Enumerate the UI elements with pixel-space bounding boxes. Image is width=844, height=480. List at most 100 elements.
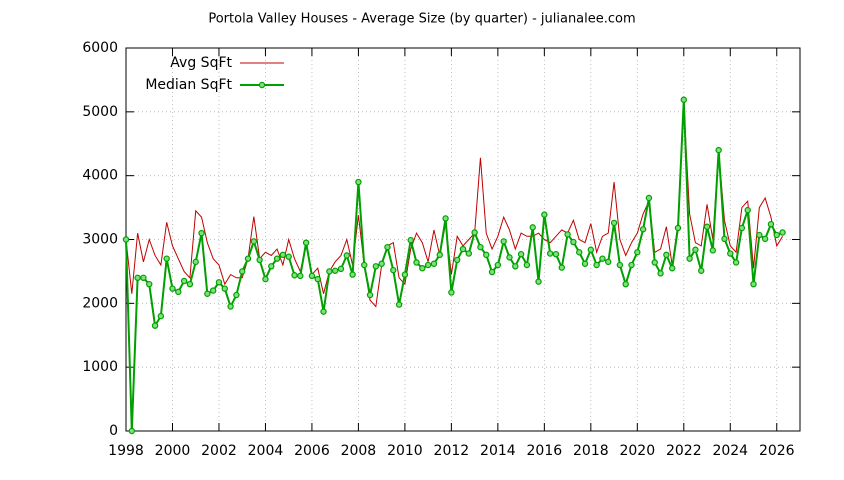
point [157, 312, 165, 320]
point [459, 245, 467, 253]
point [384, 243, 391, 251]
point [738, 224, 746, 232]
y-tick-label: 0 [109, 423, 118, 439]
point [779, 229, 786, 236]
point [413, 259, 420, 266]
x-tick-label: 1998 [108, 443, 144, 459]
legend-label: Avg SqFt [170, 55, 232, 71]
point [506, 254, 513, 261]
point [616, 261, 624, 269]
y-tick-label: 5000 [82, 104, 118, 120]
point [244, 255, 252, 262]
point [273, 255, 281, 262]
point [221, 285, 228, 292]
point [239, 268, 246, 275]
point [622, 280, 629, 288]
point [395, 301, 403, 308]
point [180, 277, 188, 285]
point [634, 249, 641, 256]
point [192, 258, 199, 266]
y-tick-label: 1000 [82, 359, 118, 375]
point [756, 231, 763, 239]
point [744, 206, 751, 214]
point [523, 261, 531, 269]
legend-marker [258, 81, 266, 89]
point [169, 285, 176, 292]
series-line [125, 99, 783, 432]
point [424, 261, 432, 269]
point [227, 303, 234, 310]
point [401, 271, 409, 278]
point [250, 238, 258, 245]
point [453, 256, 461, 264]
point [175, 288, 182, 296]
point [291, 272, 298, 279]
point [698, 267, 705, 274]
point [663, 251, 670, 259]
point [639, 226, 647, 233]
point [674, 224, 682, 232]
point [750, 280, 757, 288]
point [512, 263, 519, 270]
x-tick-label: 2006 [294, 443, 330, 459]
point [186, 280, 194, 288]
point [448, 289, 455, 296]
point [163, 255, 170, 262]
point [331, 267, 339, 274]
point [233, 291, 240, 299]
point [122, 236, 130, 243]
point [605, 258, 612, 266]
point [366, 291, 374, 299]
point [651, 259, 658, 266]
y-tick-label: 4000 [82, 168, 118, 184]
legend-label: Median SqFt [145, 77, 232, 93]
point [535, 278, 542, 285]
x-tick-label: 2022 [666, 443, 702, 459]
point [407, 236, 414, 244]
x-tick-label: 2014 [480, 443, 516, 459]
point [686, 255, 693, 262]
point [204, 290, 211, 297]
point [680, 96, 687, 103]
point [128, 427, 136, 435]
point [442, 215, 449, 222]
point [268, 263, 275, 270]
point [703, 223, 711, 230]
point [262, 275, 269, 283]
x-tick-label: 2002 [201, 443, 237, 459]
x-tick-label: 2026 [759, 443, 795, 459]
x-tick-label: 2016 [527, 443, 563, 459]
point [465, 250, 473, 257]
point [285, 253, 292, 260]
x-tick-label: 2010 [387, 443, 423, 459]
y-tick-label: 6000 [82, 40, 118, 56]
point [256, 256, 263, 264]
point [326, 268, 333, 275]
point [134, 274, 141, 281]
point [436, 251, 443, 259]
x-tick-label: 2012 [434, 443, 470, 459]
point [732, 259, 740, 266]
point [471, 229, 478, 236]
point [599, 255, 606, 262]
point [761, 235, 769, 243]
chart-title: Portola Valley Houses - Average Size (by… [208, 12, 635, 27]
point [151, 322, 159, 329]
point [349, 271, 356, 278]
x-tick-label: 2020 [619, 443, 655, 459]
point [581, 260, 589, 267]
x-tick-label: 2024 [712, 443, 748, 459]
point [715, 146, 722, 154]
point [355, 178, 362, 186]
point [297, 272, 304, 280]
point [215, 279, 223, 286]
point [361, 261, 368, 269]
point [657, 270, 664, 277]
point [372, 263, 380, 270]
point [628, 261, 635, 269]
point [430, 260, 438, 267]
point [140, 274, 147, 281]
x-tick-label: 2008 [341, 443, 377, 459]
point [546, 250, 554, 257]
